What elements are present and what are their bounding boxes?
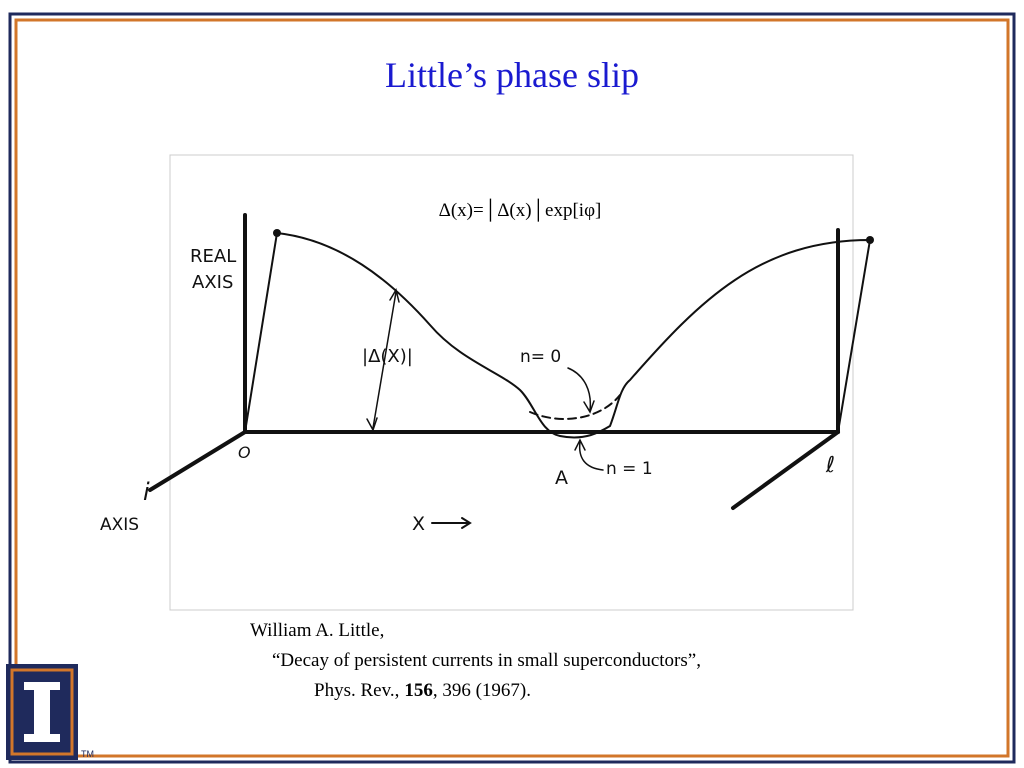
author: William A. Little, (250, 620, 384, 641)
n0-arrow (567, 367, 595, 414)
label: A (555, 467, 568, 489)
order-parameter-curve (244, 231, 872, 439)
trademark: TM (81, 749, 94, 759)
endpoint (866, 236, 874, 244)
slide-title: Little’s phase slip (385, 55, 639, 95)
label: ℓ (825, 453, 835, 478)
label: AXIS (192, 272, 233, 293)
label: X (412, 513, 425, 535)
diagram (148, 213, 872, 529)
x-arrow (431, 517, 472, 529)
logo: TM (6, 664, 94, 760)
arrow-heads (366, 288, 400, 432)
outer-border (8, 12, 1016, 764)
label: |Δ(X)| (362, 346, 413, 367)
logo-mark (24, 682, 60, 742)
label: n= 0 (520, 347, 561, 367)
paper-title: “Decay of persistent currents in small s… (272, 650, 701, 671)
n1-arrow (574, 438, 604, 471)
label: i (143, 478, 150, 506)
i-axis (148, 430, 247, 492)
label: O (238, 443, 251, 462)
inner-border (14, 18, 1010, 758)
citation: William A. Little, “Decay of persistent … (250, 620, 701, 701)
i-axis-end (731, 430, 840, 510)
label: n = 1 (606, 459, 653, 479)
logo-frame (10, 668, 74, 756)
equation: Δ(x)=│Δ(x)│exp[iφ] (439, 198, 602, 222)
pages: , 396 (1967). (433, 680, 531, 701)
endpoint (273, 229, 281, 237)
journal: Phys. Rev., (314, 680, 399, 701)
reference: Phys. Rev., 156, 396 (1967). (314, 680, 531, 701)
label: REAL (190, 246, 236, 267)
volume: 156 (404, 680, 433, 701)
amplitude-arrow (372, 291, 397, 429)
label: AXIS (100, 515, 139, 535)
